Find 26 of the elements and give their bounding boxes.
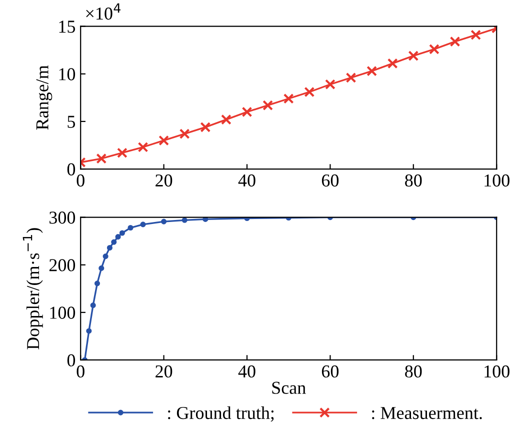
x-tick-label: 20 (156, 365, 172, 378)
y-tick-label: 5 (68, 116, 76, 128)
x-tick-label: 20 (156, 174, 172, 187)
x-tick-label: 60 (322, 365, 339, 378)
y-tick-label: 15 (59, 20, 76, 33)
y-tick-label: 200 (49, 259, 76, 272)
x-tick-label: 100 (484, 365, 510, 378)
text: ×10$^{4}$ (86, 3, 121, 20)
y-tick-label: 10 (59, 68, 76, 80)
x-tick-label: 40 (238, 174, 256, 187)
x-tick-label: 100 (484, 174, 510, 187)
x-tick-label: 60 (322, 174, 339, 187)
y-tick-label: 0 (67, 354, 76, 366)
x-tick-label: 80 (405, 365, 422, 378)
x-tick-label: 0 (76, 174, 84, 187)
legend-label: : Ground truth; (168, 406, 274, 422)
y-axis-title: Range/m (36, 65, 52, 130)
x-tick-label: 40 (238, 365, 256, 378)
y-tick-label: 0 (67, 163, 76, 176)
y-axis-title: Doppler/(m·s$^{−1}$) (22, 228, 43, 350)
x-tick-label: 0 (76, 365, 84, 378)
x-tick-label: 80 (405, 174, 422, 187)
legend-label: : Measuerment. (372, 407, 482, 420)
y-tick-label: 300 (50, 212, 76, 224)
x-axis-title: Scan (272, 382, 306, 394)
y-tick-label: 100 (50, 306, 76, 319)
